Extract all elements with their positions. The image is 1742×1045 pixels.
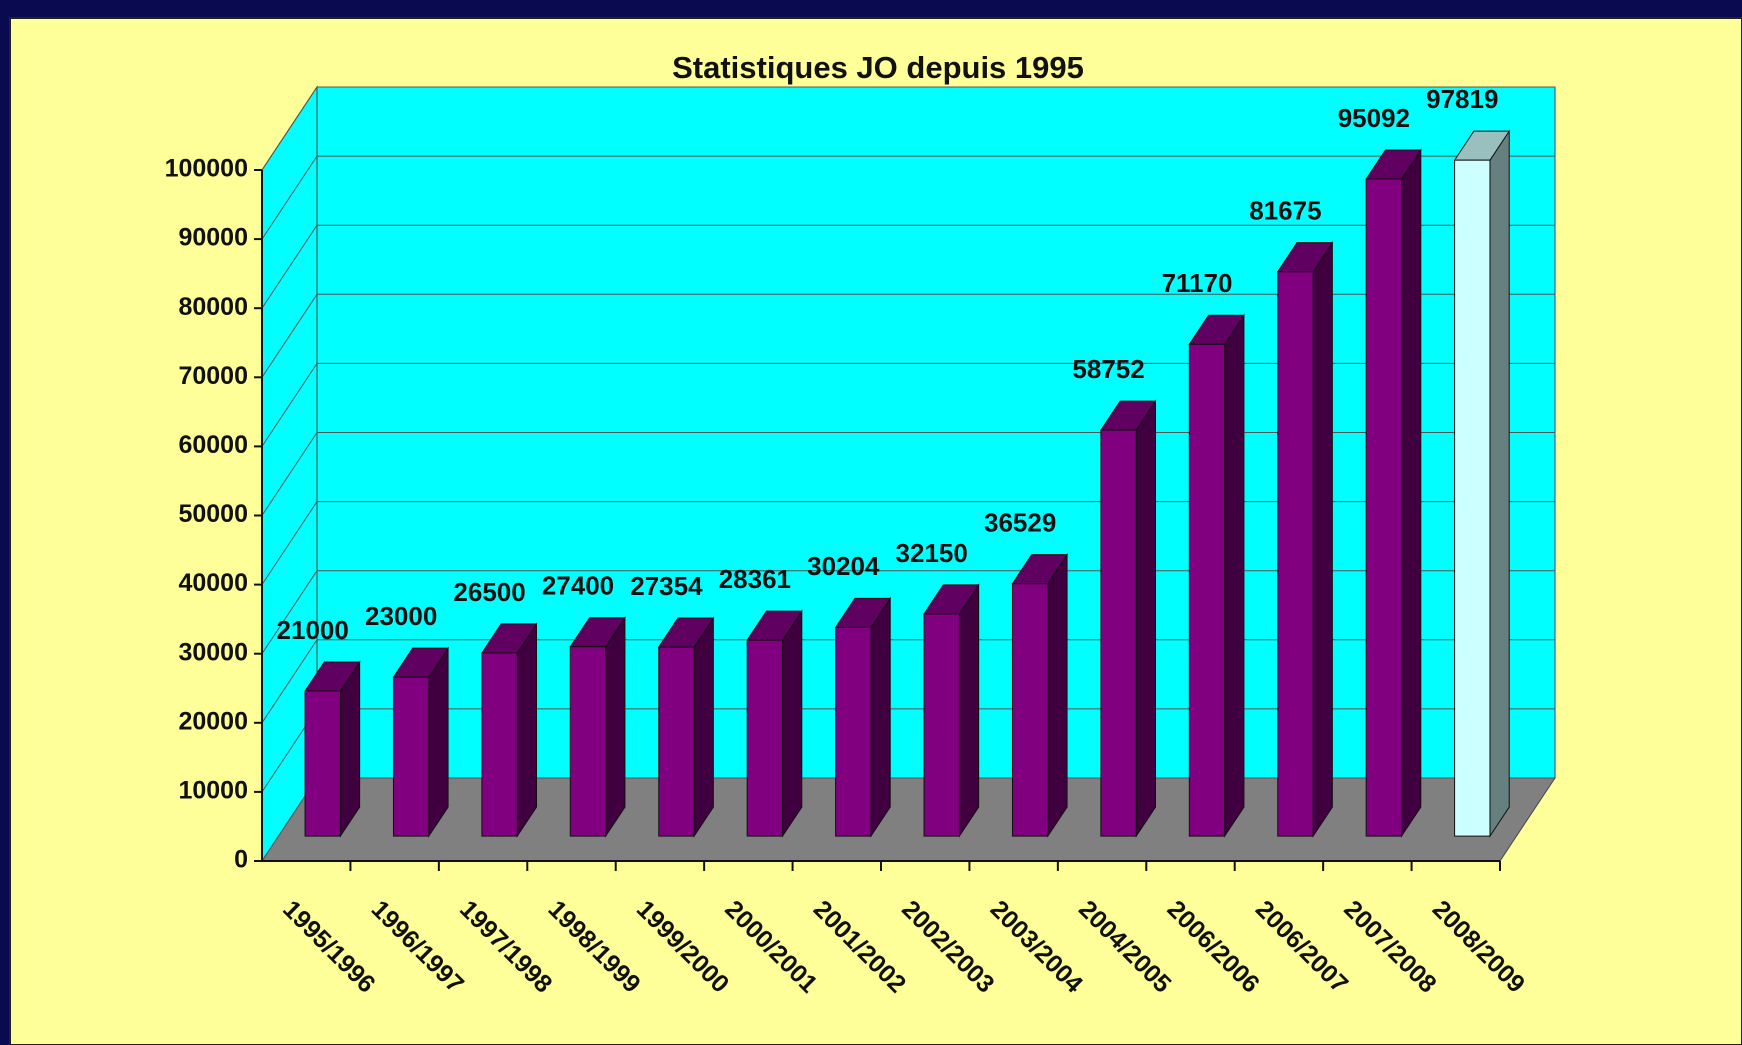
bar xyxy=(834,596,892,838)
bar-front xyxy=(1100,429,1137,837)
bar-side xyxy=(1401,148,1422,838)
value-label: 32150 xyxy=(896,538,968,568)
value-label: 26500 xyxy=(453,577,525,607)
y-tick-label: 50000 xyxy=(178,500,248,528)
value-label: 95092 xyxy=(1338,103,1410,133)
bar-side xyxy=(1312,241,1333,838)
bar-side xyxy=(693,616,714,838)
bar-side xyxy=(339,660,361,838)
bar-front xyxy=(392,676,430,837)
grid-line xyxy=(261,363,318,447)
bar xyxy=(1099,399,1157,838)
bar xyxy=(480,622,538,838)
grid-line xyxy=(261,639,318,724)
bar-side xyxy=(428,646,449,838)
bar xyxy=(1011,552,1069,838)
bar-front xyxy=(658,646,695,837)
bar xyxy=(1188,313,1245,838)
y-tick-label: 100000 xyxy=(165,155,248,183)
value-label: 21000 xyxy=(277,615,349,645)
bar-side xyxy=(516,622,538,838)
value-label: 81675 xyxy=(1249,196,1321,226)
value-label: 36529 xyxy=(984,508,1056,538)
bar-front xyxy=(1188,343,1226,837)
y-tick-label: 70000 xyxy=(178,362,248,390)
bar-side xyxy=(782,609,803,838)
y-tick-label: 40000 xyxy=(178,569,248,597)
bar-front xyxy=(1454,159,1491,837)
bar xyxy=(1453,129,1511,838)
value-label: 71170 xyxy=(1162,268,1233,298)
bar xyxy=(1365,148,1422,838)
bar xyxy=(569,616,626,838)
bar-side xyxy=(870,596,891,838)
y-tick-label: 60000 xyxy=(178,431,248,459)
y-tick-label: 80000 xyxy=(178,293,248,321)
value-label: 23000 xyxy=(365,601,437,631)
bar xyxy=(923,583,980,838)
value-label: 28361 xyxy=(719,564,791,594)
bar xyxy=(392,646,450,838)
bar-side xyxy=(1047,552,1068,838)
grid-line xyxy=(261,501,318,585)
bar-front xyxy=(1277,271,1314,837)
bar-side xyxy=(1135,399,1157,838)
bar-front xyxy=(481,652,518,837)
value-label: 30204 xyxy=(807,551,880,581)
chart-title: Statistiques JO depuis 1995 xyxy=(672,50,1084,85)
bar-front xyxy=(835,626,872,837)
grid-line xyxy=(261,86,318,171)
bar-front xyxy=(1011,583,1049,837)
bar-side xyxy=(605,616,626,838)
floor xyxy=(261,777,1556,862)
bar-front xyxy=(923,613,960,837)
bar-front xyxy=(304,690,341,837)
bar-front xyxy=(1365,178,1403,837)
grid-line xyxy=(261,294,318,378)
bar xyxy=(657,616,715,838)
bar-side xyxy=(1489,129,1510,838)
bar xyxy=(746,609,803,838)
bar xyxy=(1276,241,1334,838)
y-tick-label: 20000 xyxy=(178,707,248,735)
grid-line xyxy=(261,224,318,309)
y-tick-label: 90000 xyxy=(178,224,248,252)
grid-line xyxy=(261,570,318,654)
y-tick-label: 10000 xyxy=(178,777,248,805)
grid-line xyxy=(261,432,318,516)
bar-side xyxy=(1224,313,1245,838)
value-label: 27354 xyxy=(630,571,703,601)
value-label: 58752 xyxy=(1072,354,1144,384)
bar xyxy=(304,660,361,838)
bar-front xyxy=(746,639,784,837)
y-tick-label: 0 xyxy=(234,846,248,874)
grid-line xyxy=(261,155,318,240)
bar-front xyxy=(569,646,607,837)
value-label: 27400 xyxy=(542,571,614,601)
y-tick-label: 30000 xyxy=(178,638,248,666)
value-label: 97819 xyxy=(1426,84,1498,114)
bar-side xyxy=(958,583,980,838)
